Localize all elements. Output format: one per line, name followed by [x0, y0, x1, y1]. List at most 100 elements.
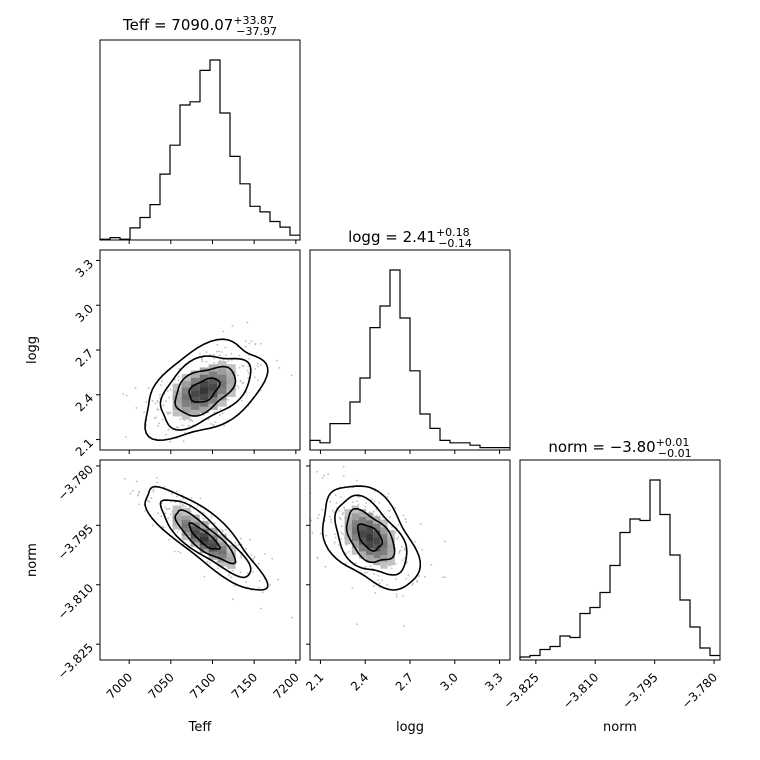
sample-point [182, 498, 185, 500]
density-cell [181, 399, 191, 407]
norm-y-tick-label: −3.795 [55, 522, 96, 563]
sample-point [156, 481, 159, 484]
sample-point [168, 538, 171, 541]
sample-point [156, 400, 159, 403]
sample-point [290, 374, 293, 377]
density-cell [380, 519, 388, 528]
sample-point [375, 514, 378, 517]
sample-point [327, 473, 330, 476]
density-cell [199, 393, 209, 401]
sample-point [316, 517, 319, 520]
logg-norm-frame [309, 459, 511, 661]
sample-point [338, 510, 341, 512]
sample-point [234, 542, 237, 544]
sample-point [342, 533, 345, 536]
sample-point [208, 562, 211, 565]
sample-point [259, 342, 262, 345]
logg-y-tick-label: 2.7 [73, 346, 96, 369]
sample-point [324, 565, 327, 568]
sample-point [257, 379, 260, 382]
density-cell [217, 399, 227, 407]
sample-point [333, 541, 336, 544]
sample-point [248, 342, 251, 345]
sample-point [374, 592, 377, 594]
sample-point [177, 379, 180, 382]
sample-point [208, 522, 211, 525]
sample-point [318, 513, 320, 516]
sample-point [158, 422, 160, 425]
density-cell [190, 518, 200, 527]
logg-x-axis-label: logg [396, 720, 424, 735]
sample-point [178, 368, 181, 370]
sample-point [168, 507, 171, 510]
norm-y-tick-label: −3.780 [55, 462, 96, 503]
sample-point [246, 369, 249, 372]
sample-point [381, 579, 384, 581]
sample-point [355, 479, 358, 482]
density-cell [217, 550, 227, 559]
density-cell [380, 561, 388, 569]
sample-point [403, 557, 406, 559]
sample-point [386, 583, 389, 586]
sample-point [252, 571, 254, 573]
sample-point [389, 516, 391, 519]
sample-point [230, 352, 233, 355]
sample-point [258, 580, 261, 582]
sample-point [321, 477, 324, 479]
sample-point [334, 536, 337, 539]
logg-y-tick-label: 3.0 [73, 301, 96, 324]
sample-point [152, 488, 155, 491]
sample-point [124, 477, 126, 480]
sample-point [330, 521, 333, 524]
logg-x-tick-label: 2.4 [348, 670, 371, 693]
density-cell [172, 396, 182, 404]
sample-point [213, 357, 215, 360]
sample-point [340, 538, 342, 541]
density-cell [190, 514, 200, 523]
sample-point [248, 357, 251, 360]
sample-point [340, 496, 342, 498]
sample-point [76, 424, 78, 426]
density-cell [226, 370, 236, 378]
sample-point [310, 519, 313, 522]
sample-point [206, 560, 209, 563]
sample-point [311, 531, 314, 534]
density-cell [172, 409, 182, 417]
sample-point [217, 567, 219, 570]
density-cell [217, 558, 227, 567]
density-cell [366, 547, 374, 555]
density-cell [359, 523, 367, 531]
density-cell [351, 519, 359, 528]
sample-point [257, 562, 260, 565]
sample-point [155, 501, 157, 503]
sample-point [365, 502, 368, 504]
sample-point [169, 411, 172, 414]
sample-point [238, 366, 241, 369]
sample-point [340, 531, 343, 534]
density-cell [190, 389, 200, 398]
sample-point [222, 330, 225, 333]
sample-point [377, 579, 379, 581]
sample-point [190, 497, 193, 499]
sample-point [175, 490, 178, 493]
density-cell [199, 529, 209, 537]
density-cell [217, 380, 227, 388]
sample-point [129, 492, 132, 495]
sample-point [378, 582, 381, 585]
teff-histogram [99, 59, 300, 240]
sample-point [246, 321, 249, 324]
teff-norm-frame [99, 459, 301, 661]
sample-point [228, 574, 230, 577]
sample-point [373, 490, 376, 493]
sample-point [330, 518, 332, 521]
density-cell [172, 505, 182, 514]
sample-point [216, 343, 219, 346]
sample-point [444, 576, 446, 578]
sample-point [395, 578, 397, 580]
logg-histogram [309, 269, 510, 450]
sample-point [412, 582, 415, 585]
density-cell [172, 402, 182, 410]
sample-point [254, 343, 257, 346]
density-cell [344, 536, 352, 545]
sample-point [151, 400, 154, 402]
